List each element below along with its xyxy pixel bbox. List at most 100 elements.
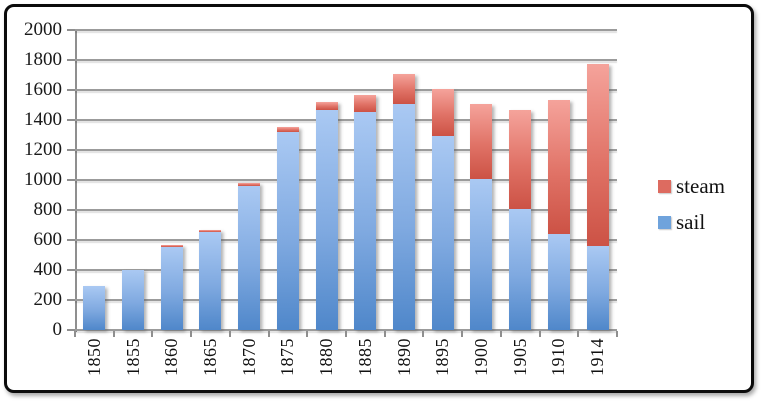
y-tick-0 bbox=[67, 329, 75, 331]
x-tick-0 bbox=[74, 331, 76, 337]
bar-1865 bbox=[199, 229, 222, 330]
y-tick-2000 bbox=[67, 29, 75, 31]
bar-segment-steam-1895 bbox=[431, 88, 454, 136]
bar-segment-sail-1850 bbox=[83, 285, 106, 330]
x-tick-14 bbox=[616, 331, 618, 337]
x-tick-4 bbox=[228, 331, 231, 337]
bar-slot-1895 bbox=[423, 88, 462, 330]
x-tick-8 bbox=[383, 331, 386, 337]
y-axis-line bbox=[75, 30, 77, 332]
y-tick-400 bbox=[67, 269, 75, 271]
x-tick-label-1885: 1885 bbox=[354, 338, 375, 376]
gridline-1000 bbox=[75, 179, 617, 181]
bar-1875 bbox=[276, 126, 299, 330]
y-tick-label-200: 200 bbox=[33, 289, 63, 310]
bar-1890 bbox=[393, 73, 416, 330]
x-tick-label-1905: 1905 bbox=[509, 338, 530, 376]
bar-1905 bbox=[509, 110, 532, 330]
x-tick-2 bbox=[151, 331, 154, 337]
gridline-800 bbox=[75, 209, 617, 211]
bar-slot-1855 bbox=[114, 270, 153, 330]
bar-slot-1914 bbox=[578, 63, 617, 330]
legend-item-steam: steam bbox=[658, 174, 725, 198]
y-tick-label-1000: 1000 bbox=[24, 169, 62, 190]
legend-swatch-sail bbox=[658, 215, 671, 229]
legend-swatch-steam bbox=[658, 179, 671, 193]
x-tick-1 bbox=[112, 331, 115, 337]
bar-segment-steam-1870 bbox=[238, 183, 261, 186]
bar-1900 bbox=[470, 103, 493, 330]
x-tick-5 bbox=[267, 331, 270, 337]
bar-segment-sail-1860 bbox=[160, 246, 183, 330]
bar-1860 bbox=[160, 244, 183, 330]
x-label-slot-1910: 1910 bbox=[540, 338, 579, 400]
x-axis-labels: 1850 1855 1860 1865 1870 1875 1880 1885 1890 1895… bbox=[75, 338, 617, 400]
bar-1855 bbox=[122, 270, 145, 330]
legend-label-sail: sail bbox=[676, 210, 706, 234]
bar-segment-sail-1880 bbox=[315, 110, 338, 330]
x-label-slot-1905: 1905 bbox=[501, 338, 540, 400]
bar-segment-sail-1900 bbox=[470, 178, 493, 330]
gridline-200 bbox=[75, 299, 617, 301]
x-label-slot-1860: 1860 bbox=[152, 338, 191, 400]
legend-label-steam: steam bbox=[676, 174, 725, 198]
bar-1910 bbox=[547, 99, 570, 330]
bar-slot-1905 bbox=[501, 110, 540, 330]
x-tick-7 bbox=[345, 331, 347, 337]
x-label-slot-1900: 1900 bbox=[462, 338, 501, 400]
x-label-slot-1850: 1850 bbox=[75, 338, 114, 400]
bar-segment-steam-1890 bbox=[393, 73, 416, 104]
bar-segment-steam-1900 bbox=[470, 103, 493, 179]
x-label-slot-1895: 1895 bbox=[423, 338, 462, 400]
y-tick-label-800: 800 bbox=[33, 199, 63, 220]
bar-1880 bbox=[315, 102, 338, 330]
x-tick-6 bbox=[306, 331, 309, 337]
x-tick-9 bbox=[422, 331, 425, 337]
y-tick-800 bbox=[67, 209, 75, 211]
y-tick-label-400: 400 bbox=[33, 259, 63, 280]
bar-segment-steam-1875 bbox=[276, 126, 299, 132]
x-tick-label-1910: 1910 bbox=[548, 338, 569, 376]
x-tick-label-1890: 1890 bbox=[393, 338, 414, 376]
y-tick-1200 bbox=[67, 149, 75, 151]
y-tick-label-1800: 1800 bbox=[24, 49, 62, 70]
bar-slot-1870 bbox=[230, 183, 269, 330]
bar-segment-steam-1860 bbox=[160, 244, 183, 247]
x-tick-label-1860: 1860 bbox=[161, 338, 182, 376]
x-label-slot-1880: 1880 bbox=[307, 338, 346, 400]
bar-segment-sail-1885 bbox=[354, 111, 377, 330]
bar-segment-sail-1890 bbox=[393, 103, 416, 330]
bar-segment-sail-1865 bbox=[199, 231, 222, 330]
y-tick-label-2000: 2000 bbox=[24, 19, 62, 40]
chart-legend: steam sail bbox=[658, 174, 725, 234]
bar-segment-sail-1855 bbox=[122, 270, 145, 330]
y-tick-1600 bbox=[67, 89, 75, 91]
x-label-slot-1870: 1870 bbox=[230, 338, 269, 400]
bar-segment-sail-1914 bbox=[586, 246, 609, 330]
bar-slot-1900 bbox=[462, 103, 501, 330]
bar-segment-steam-1865 bbox=[199, 229, 222, 232]
y-tick-label-1200: 1200 bbox=[24, 139, 62, 160]
x-tick-label-1870: 1870 bbox=[238, 338, 259, 376]
gridline-400 bbox=[75, 269, 617, 271]
x-tick-13 bbox=[577, 331, 580, 337]
y-tick-600 bbox=[67, 239, 75, 241]
y-tick-label-1400: 1400 bbox=[24, 109, 62, 130]
y-tick-label-0: 0 bbox=[52, 319, 63, 340]
y-tick-1400 bbox=[67, 119, 75, 121]
x-tick-label-1855: 1855 bbox=[122, 338, 143, 376]
gridline-1200 bbox=[75, 149, 617, 151]
y-tick-label-1600: 1600 bbox=[24, 79, 62, 100]
bar-segment-steam-1880 bbox=[315, 102, 338, 111]
x-tick-label-1850: 1850 bbox=[83, 338, 104, 376]
x-tick-10 bbox=[461, 331, 464, 337]
bar-segment-steam-1910 bbox=[547, 99, 570, 234]
x-label-slot-1865: 1865 bbox=[191, 338, 230, 400]
x-tick-label-1895: 1895 bbox=[432, 338, 453, 376]
bar-slot-1850 bbox=[75, 285, 114, 330]
bar-1914 bbox=[586, 63, 609, 330]
gridline-1400 bbox=[75, 119, 617, 121]
x-tick-label-1900: 1900 bbox=[471, 338, 492, 376]
gridline-1800 bbox=[75, 59, 617, 61]
bar-1885 bbox=[354, 95, 377, 330]
